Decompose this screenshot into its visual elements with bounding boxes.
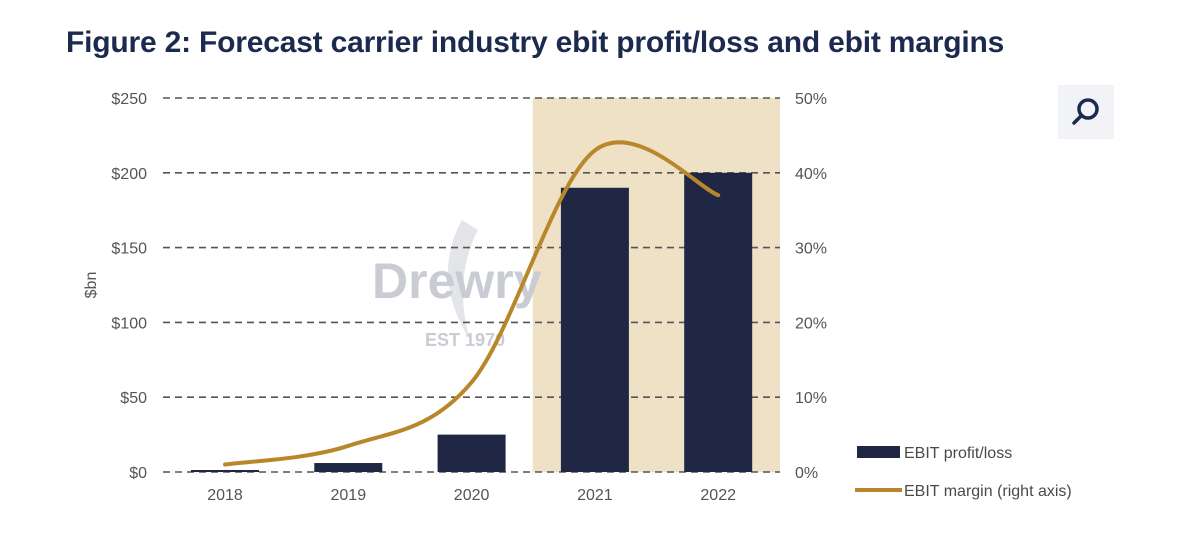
watermark-name: Drewry xyxy=(372,253,542,309)
bar-2022 xyxy=(684,172,753,473)
ebit-margin-line xyxy=(223,140,721,467)
bar-2021 xyxy=(560,187,629,472)
y-tick-label: $50 xyxy=(120,390,147,407)
y2-tick-label: 20% xyxy=(795,315,827,332)
x-tick-label: 2020 xyxy=(454,487,490,504)
y2-tick-label: 30% xyxy=(795,241,827,258)
y2-tick-label: 50% xyxy=(795,91,827,108)
y-tick-label: $0 xyxy=(129,465,147,482)
legend-label-bar: EBIT profit/loss xyxy=(904,445,1012,462)
search-icon xyxy=(1072,98,1099,125)
x-tick-label: 2021 xyxy=(577,487,613,504)
bar-2018 xyxy=(191,470,259,472)
watermark: Drewry EST 1970 xyxy=(372,220,542,350)
x-tick-label: 2022 xyxy=(700,487,736,504)
y2-tick-label: 40% xyxy=(795,166,827,183)
y-tick-label: $250 xyxy=(111,91,147,108)
legend-swatch-bar xyxy=(857,446,900,458)
bar-2020 xyxy=(437,434,506,472)
y-tick-label: $150 xyxy=(111,241,147,258)
legend: EBIT profit/loss EBIT margin (right axis) xyxy=(855,445,1072,500)
zoom-button[interactable] xyxy=(1058,85,1114,139)
y2-tick-label: 10% xyxy=(795,390,827,407)
y-axis-label: $bn xyxy=(83,272,100,299)
watermark-flame-icon xyxy=(448,220,478,340)
y2-tick-label: 0% xyxy=(795,465,818,482)
y-tick-label: $200 xyxy=(111,166,147,183)
watermark-tagline: EST 1970 xyxy=(425,330,505,350)
x-tick-label: 2019 xyxy=(331,487,367,504)
legend-label-line: EBIT margin (right axis) xyxy=(904,483,1072,500)
y-tick-label: $100 xyxy=(111,315,147,332)
chart-title: Figure 2: Forecast carrier industry ebit… xyxy=(66,26,1005,59)
x-tick-label: 2018 xyxy=(207,487,243,504)
bar-2019 xyxy=(314,463,383,472)
